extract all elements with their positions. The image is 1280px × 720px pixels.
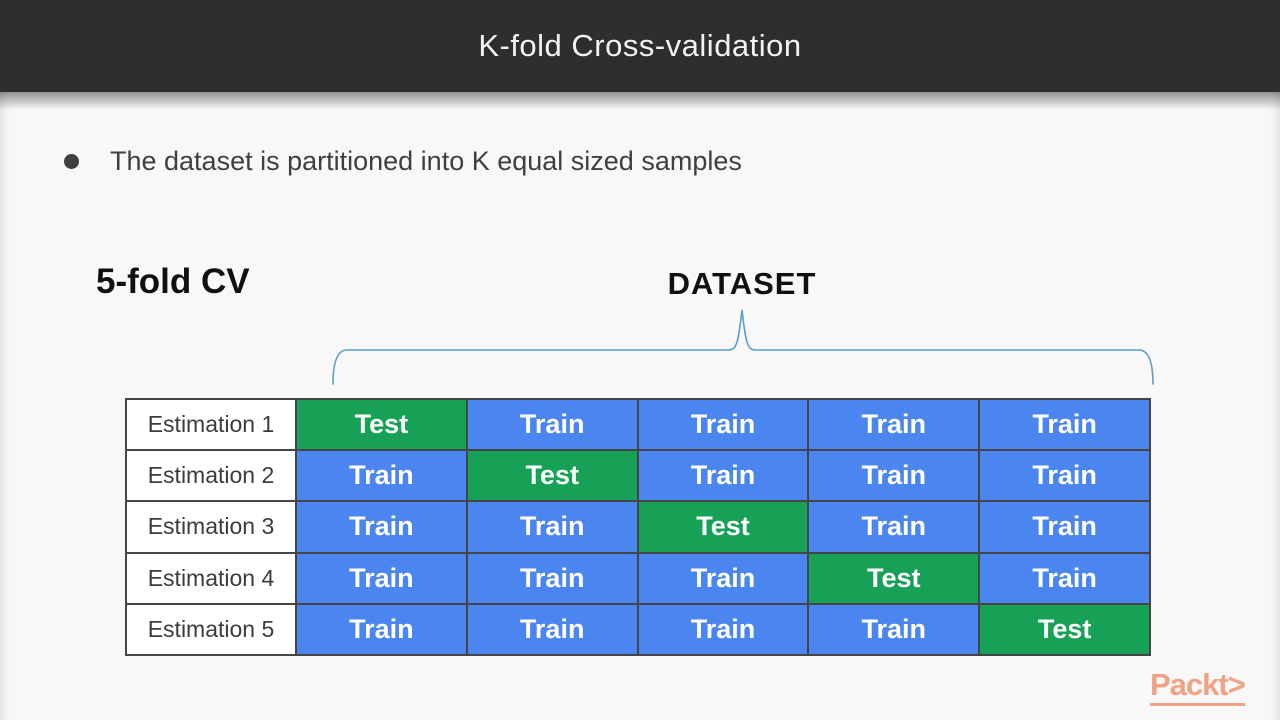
bullet-icon: [64, 154, 79, 169]
train-fold-cell: Train: [467, 400, 637, 450]
train-fold-cell: Train: [638, 553, 808, 603]
dataset-label: DATASET: [667, 266, 817, 301]
train-fold-cell: Train: [297, 502, 466, 552]
page-title: K-fold Cross-validation: [478, 28, 802, 63]
header-bar: K-fold Cross-validation: [0, 0, 1280, 92]
packt-logo: Packt>: [1150, 667, 1246, 707]
train-fold-cell: Train: [980, 502, 1149, 552]
train-fold-cell: Train: [467, 604, 637, 654]
bullet-row: The dataset is partitioned into K equal …: [64, 146, 742, 177]
train-fold-cell: Train: [809, 451, 979, 501]
bullet-text: The dataset is partitioned into K equal …: [110, 146, 742, 176]
test-fold-cell: Test: [638, 502, 808, 552]
estimation-row-label: Estimation 5: [127, 604, 295, 654]
fold-cv-label: 5-fold CV: [96, 262, 250, 301]
estimation-row-label: Estimation 1: [127, 400, 295, 450]
train-fold-cell: Train: [297, 451, 466, 501]
train-fold-cell: Train: [980, 553, 1149, 603]
train-fold-cell: Train: [467, 553, 637, 603]
train-fold-cell: Train: [980, 451, 1149, 501]
train-fold-cell: Train: [467, 502, 637, 552]
train-fold-cell: Train: [638, 604, 808, 654]
train-fold-cell: Train: [638, 451, 808, 501]
dataset-brace-icon: [332, 309, 1154, 385]
estimation-row-label: Estimation 2: [127, 451, 295, 501]
cv-table: Estimation 1 Test Train Train Train Train Esti…: [125, 398, 1151, 656]
train-fold-cell: Train: [297, 604, 466, 654]
test-fold-cell: Test: [809, 553, 979, 603]
estimation-row-label: Estimation 3: [127, 502, 295, 552]
train-fold-cell: Train: [809, 604, 979, 654]
test-fold-cell: Test: [980, 604, 1149, 654]
test-fold-cell: Test: [297, 400, 466, 450]
train-fold-cell: Train: [297, 553, 466, 603]
train-fold-cell: Train: [809, 400, 979, 450]
train-fold-cell: Train: [809, 502, 979, 552]
header-shadow: [0, 92, 1280, 110]
train-fold-cell: Train: [980, 400, 1149, 450]
estimation-row-label: Estimation 4: [127, 553, 295, 603]
test-fold-cell: Test: [467, 451, 637, 501]
train-fold-cell: Train: [638, 400, 808, 450]
